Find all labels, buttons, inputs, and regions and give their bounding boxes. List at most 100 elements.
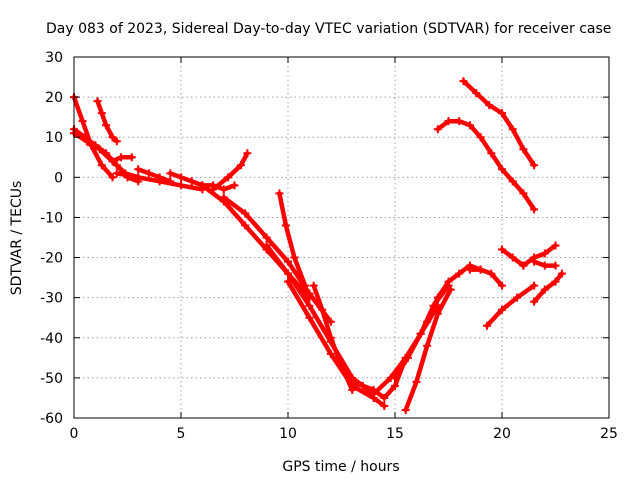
- data-point: [198, 181, 207, 190]
- data-point: [508, 253, 517, 262]
- data-point: [108, 133, 117, 142]
- data-point: [551, 241, 560, 250]
- data-point: [557, 269, 566, 278]
- data-point: [112, 137, 121, 146]
- data-point: [391, 381, 399, 390]
- data-point: [433, 309, 442, 318]
- y-tick-label: -30: [40, 291, 63, 307]
- data-point: [241, 221, 250, 230]
- data-point: [275, 189, 284, 198]
- series-arc-22: [465, 265, 506, 290]
- y-tick-label: 10: [45, 130, 63, 146]
- data-point: [519, 189, 528, 198]
- data-point: [102, 121, 111, 130]
- x-tick-label: 25: [600, 426, 618, 442]
- data-point: [380, 401, 389, 410]
- data-point: [337, 361, 346, 370]
- data-point: [472, 89, 481, 98]
- series-arc-23: [433, 117, 539, 214]
- data-point: [318, 305, 327, 314]
- data-point: [416, 329, 425, 338]
- data-point: [498, 109, 506, 118]
- data-point: [433, 125, 442, 134]
- data-point: [166, 177, 175, 186]
- data-point: [487, 269, 496, 278]
- data-point: [530, 281, 539, 290]
- data-point: [219, 185, 228, 194]
- data-point: [476, 133, 485, 142]
- data-point: [219, 193, 228, 202]
- data-point: [224, 173, 233, 182]
- data-point: [540, 261, 549, 270]
- data-point: [243, 149, 252, 158]
- data-point: [348, 377, 357, 386]
- data-point: [519, 261, 528, 270]
- data-point: [455, 269, 464, 278]
- x-tick-label: 20: [493, 426, 511, 442]
- y-tick-label: 0: [54, 170, 63, 186]
- data-point: [455, 117, 464, 126]
- data-point: [78, 117, 87, 126]
- data-point: [230, 181, 239, 190]
- y-axis-label: SDTVAR / TECUs: [9, 181, 25, 296]
- data-point: [97, 109, 106, 118]
- data-point: [444, 277, 453, 286]
- data-point: [127, 153, 136, 162]
- series-arc-16: [309, 281, 357, 394]
- data-point: [262, 233, 271, 242]
- data-point: [508, 177, 517, 186]
- data-point: [498, 245, 506, 254]
- data-point: [112, 169, 121, 178]
- series-line: [277, 191, 308, 288]
- data-point: [262, 241, 271, 250]
- data-point: [305, 289, 314, 298]
- data-point: [380, 393, 389, 402]
- data-point: [177, 181, 185, 190]
- data-point: [551, 277, 560, 286]
- data-point: [444, 117, 453, 126]
- series-line: [95, 98, 120, 144]
- series-arc-13: [262, 241, 378, 398]
- series-arc-29: [530, 257, 560, 270]
- data-point: [155, 173, 164, 182]
- series-line: [210, 151, 250, 192]
- data-point: [134, 165, 143, 174]
- data-point: [305, 301, 314, 310]
- data-point: [465, 121, 474, 130]
- data-point: [401, 405, 410, 414]
- data-point: [446, 285, 455, 294]
- series-arc-04: [93, 97, 121, 146]
- data-point: [281, 221, 290, 230]
- data-point: [95, 145, 104, 154]
- data-point: [423, 317, 432, 326]
- series-arc-24: [459, 77, 539, 170]
- data-point: [82, 137, 91, 146]
- data-point: [309, 281, 318, 290]
- x-tick-label: 10: [279, 426, 297, 442]
- data-point: [530, 205, 539, 214]
- series-arc-20: [401, 285, 455, 414]
- data-point: [348, 385, 357, 394]
- data-point: [485, 101, 494, 110]
- y-tick-label: 20: [45, 90, 63, 106]
- x-tick-label: 0: [70, 426, 79, 442]
- data-point: [403, 353, 412, 362]
- series-line: [531, 271, 565, 304]
- data-point: [512, 293, 521, 302]
- data-point: [326, 333, 335, 342]
- data-point: [177, 173, 185, 182]
- series-line: [467, 267, 505, 288]
- series-arc-05: [108, 153, 136, 166]
- data-point: [305, 313, 314, 322]
- data-point: [391, 373, 399, 382]
- data-point: [326, 349, 335, 358]
- data-point: [465, 265, 474, 274]
- y-tick-label: 30: [45, 50, 63, 66]
- plot-frame: [73, 56, 610, 419]
- data-point: [498, 165, 506, 174]
- data-point: [93, 97, 102, 106]
- series-line: [484, 283, 537, 328]
- data-point: [483, 321, 492, 330]
- series-arc-10: [209, 149, 252, 194]
- y-tick-label: -10: [40, 210, 63, 226]
